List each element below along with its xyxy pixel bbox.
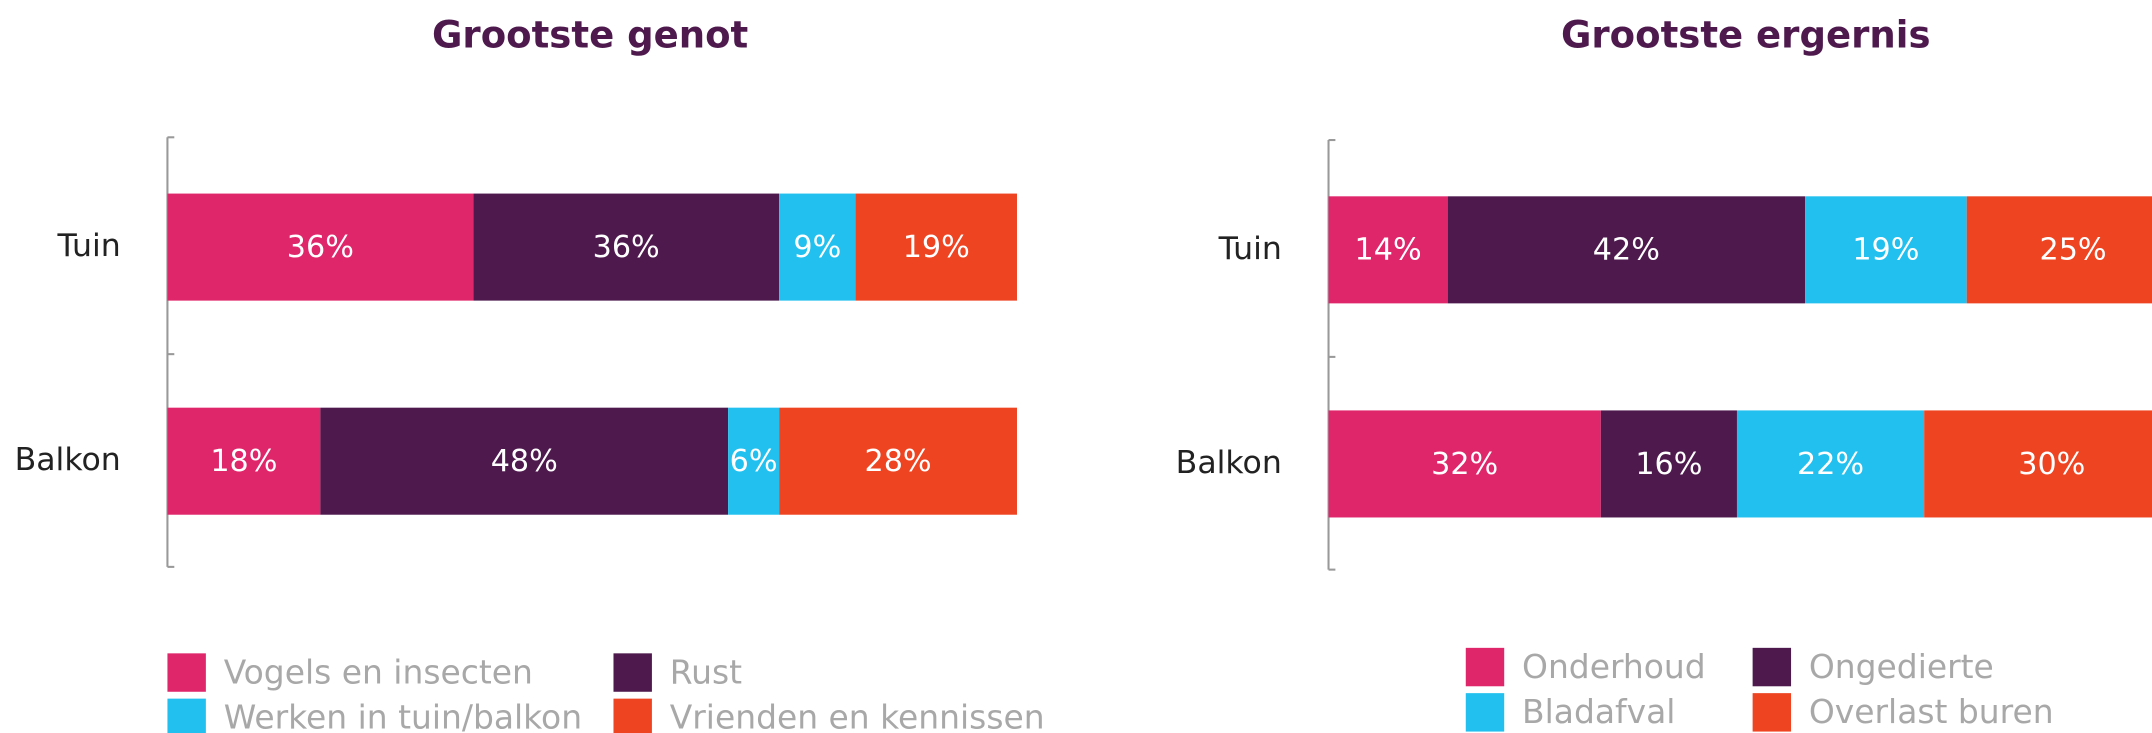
value-label: 19% <box>1852 233 1919 268</box>
value-label: 9% <box>793 230 841 265</box>
value-label: 19% <box>903 230 970 265</box>
value-label: 32% <box>1431 447 1498 482</box>
bar-segment <box>473 193 780 301</box>
value-label: 6% <box>730 444 778 479</box>
category-label: Tuin <box>1218 231 1282 267</box>
legend-label: Bladafval <box>1522 692 1675 731</box>
value-label: 28% <box>864 444 931 479</box>
category-label: Balkon <box>1176 445 1282 481</box>
bar-segment <box>1328 196 1448 304</box>
category-label: Tuin <box>57 228 121 264</box>
value-label: 42% <box>1593 233 1660 268</box>
bar-segment <box>779 407 1017 515</box>
value-label: 36% <box>287 230 354 265</box>
bar-segment <box>167 407 321 515</box>
legend-swatch <box>167 698 206 733</box>
legend-swatch <box>1465 693 1505 732</box>
value-label: 48% <box>491 444 558 479</box>
legend-label: Vrienden en kennissen <box>670 698 1045 733</box>
bar-segment <box>855 193 1017 301</box>
bar-segment <box>1805 196 1967 304</box>
legend-label: Rust <box>670 652 742 691</box>
legend-label: Werken in tuin/balkon <box>224 698 582 733</box>
legend-label: Onderhoud <box>1522 647 1706 686</box>
value-label: 16% <box>1635 447 1702 482</box>
value-label: 22% <box>1797 447 1864 482</box>
value-label: 30% <box>2018 447 2085 482</box>
bar-segment <box>167 193 474 301</box>
legend-label: Overlast buren <box>1809 692 2054 731</box>
category-label: Balkon <box>15 442 121 478</box>
bar-segment <box>1966 196 2152 304</box>
bar-segment <box>1447 196 1806 304</box>
legend-swatch <box>1465 647 1505 687</box>
bar-segment <box>1924 410 2152 518</box>
legend-swatch <box>1752 693 1792 732</box>
value-label: 14% <box>1355 233 1422 268</box>
legend-label: Ongedierte <box>1809 647 1994 686</box>
chart-title: Grootste genot <box>432 14 748 57</box>
legend-label: Vogels en insecten <box>224 652 533 691</box>
bar-segment <box>779 193 856 301</box>
legend-swatch <box>613 698 652 733</box>
legend-swatch <box>613 653 652 692</box>
bar-segment <box>1328 410 1601 518</box>
bar-segment <box>1600 410 1737 518</box>
value-label: 36% <box>593 230 660 265</box>
value-label: 25% <box>2040 233 2107 268</box>
legend-swatch <box>167 653 206 692</box>
bar-segment <box>1736 410 1925 518</box>
bar-segment <box>320 407 729 515</box>
legend-swatch <box>1752 647 1792 687</box>
value-label: 18% <box>210 444 277 479</box>
chart-title: Grootste ergernis <box>1561 14 1931 57</box>
bar-segment <box>728 407 780 515</box>
